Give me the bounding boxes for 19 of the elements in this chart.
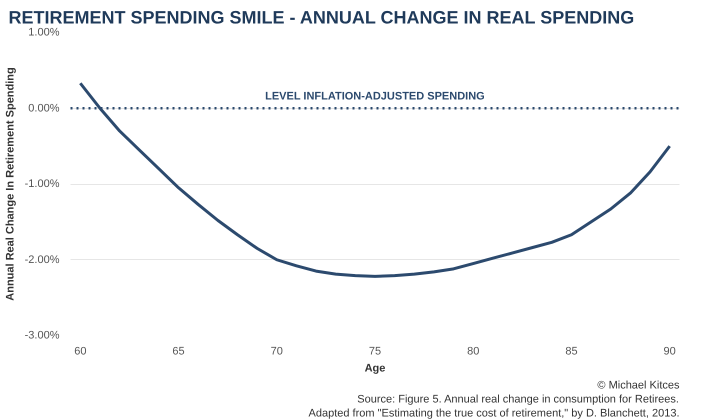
x-tick-label: 65 (172, 346, 185, 358)
x-tick-label: 60 (74, 346, 86, 358)
x-tick-label: 70 (270, 346, 283, 358)
chart-title: RETIREMENT SPENDING SMILE - ANNUAL CHANGE IN REAL SPENDING (8, 8, 634, 28)
y-tick-label: -1.00% (24, 178, 60, 190)
text: Adapted from "Estimating the true cost of retirement," by D. Blanchett, 2013. (308, 408, 680, 419)
y-tick-label: 1.00% (28, 26, 60, 38)
x-tick-label: 85 (565, 346, 578, 358)
x-tick-label: 80 (467, 346, 480, 358)
y-axis-title: Annual Real Change In Retirement Spending (4, 67, 17, 301)
y-tick-label: -2.00% (24, 254, 60, 266)
x-axis-title: Age (364, 362, 386, 374)
ref-line-label: LEVEL INFLATION-ADJUSTED SPENDING (265, 90, 485, 102)
y-tick-label: -3.00% (24, 330, 60, 342)
x-tick-label: 90 (664, 346, 676, 358)
x-tick-label: 75 (368, 346, 382, 358)
source-note: Source: Figure 5. Annual real change in consumption for Retirees. (357, 394, 679, 406)
text: © Michael Kitces (597, 380, 680, 392)
y-tick-label: 0.00% (28, 102, 60, 114)
